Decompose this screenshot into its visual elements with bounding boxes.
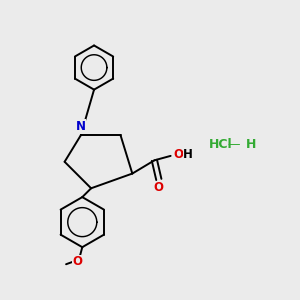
Text: —: — bbox=[228, 138, 240, 151]
Text: O: O bbox=[154, 181, 164, 194]
Text: HCl: HCl bbox=[209, 138, 232, 151]
Text: O: O bbox=[173, 148, 183, 161]
Text: O: O bbox=[73, 255, 83, 268]
Text: H: H bbox=[246, 138, 256, 151]
Text: H: H bbox=[183, 148, 193, 161]
Text: N: N bbox=[76, 120, 86, 133]
